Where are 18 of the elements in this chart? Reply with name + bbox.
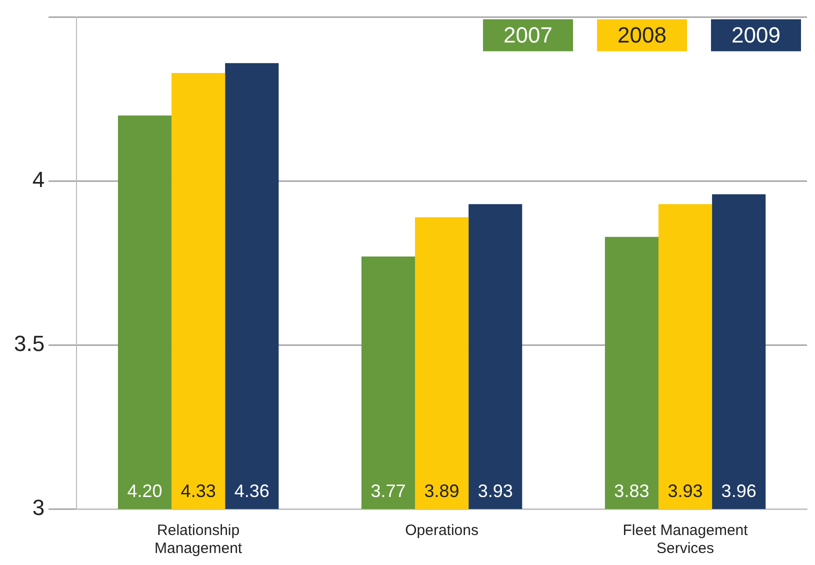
y-tick-label: 3: [32, 495, 45, 520]
text: 2007: [504, 22, 552, 48]
text: 2009: [732, 22, 780, 48]
text: 2008: [618, 22, 666, 48]
data-label: 3.77: [370, 480, 406, 501]
data-label: 4.33: [180, 480, 216, 501]
data-label: 3.89: [424, 480, 460, 501]
y-tick-label: 4: [32, 167, 45, 192]
data-label: 3.96: [721, 480, 756, 501]
data-label: 4.20: [127, 480, 162, 501]
x-tick-label: Operations: [405, 522, 478, 540]
data-label: 3.93: [478, 480, 513, 501]
data-label: 4.36: [234, 480, 270, 501]
data-label: 3.93: [668, 480, 703, 501]
x-tick-label: Relationship Management: [154, 522, 243, 558]
y-tick-label: 3.5: [14, 331, 45, 356]
data-label: 3.83: [614, 480, 650, 501]
x-tick-label: Fleet Management Services: [622, 522, 749, 558]
